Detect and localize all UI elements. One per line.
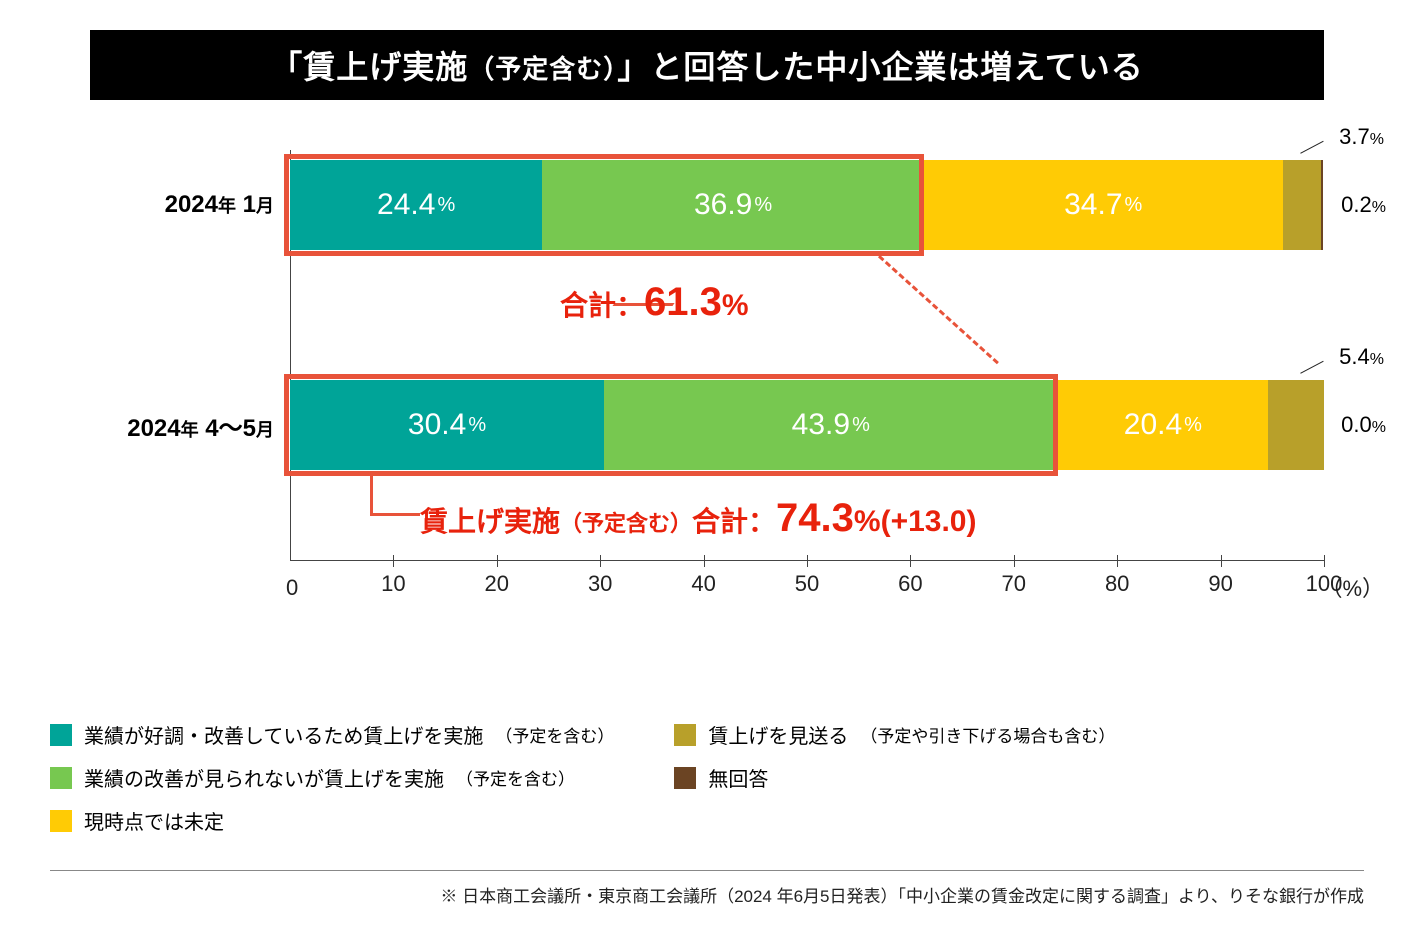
axis-tick-label: 10 <box>381 571 405 597</box>
bar-segment <box>1268 380 1324 470</box>
axis-tick-label: 70 <box>1002 571 1026 597</box>
external-segment-label: 5.4% <box>1339 344 1384 370</box>
bar-segment: 36.9% <box>542 160 924 250</box>
legend-swatch <box>674 724 696 746</box>
legend-label: 業績の改善が見られないが賃上げを実施 <box>84 763 444 792</box>
bar-row-1: 2024年 1月 24.4%36.9%34.7%3.7%0.2% <box>90 160 1324 250</box>
legend-col-1: 業績が好調・改善しているため賃上げを実施（予定を含む）業績の改善が見られないが賃… <box>50 720 614 835</box>
stacked-bar: 24.4%36.9%34.7% <box>290 160 1324 250</box>
axis-tick-label: 60 <box>898 571 922 597</box>
axis-tick <box>704 555 705 567</box>
bar-segment: 43.9% <box>604 380 1057 470</box>
bar-segment <box>1283 160 1321 250</box>
bar-wrap-2: 30.4%43.9%20.4%5.4%0.0% <box>290 380 1324 470</box>
axis-tick <box>600 555 601 567</box>
axis-tick-label: 90 <box>1208 571 1232 597</box>
external-segment-label: 0.2% <box>1341 192 1386 218</box>
axis-tick <box>807 555 808 567</box>
row-label-1: 2024年 1月 <box>90 191 290 219</box>
legend-col-2: 賃上げを見送る （予定や引き下げる場合も含む） 無回答 <box>674 720 1115 835</box>
footer-divider <box>50 870 1364 871</box>
axis-tick-label: 80 <box>1105 571 1129 597</box>
title-post: 」と回答した中小企業は増えている <box>617 49 1143 85</box>
axis-tick <box>1221 555 1222 567</box>
dashed-connector <box>878 255 999 364</box>
bar-segment <box>1321 160 1323 250</box>
axis-tick-label: 40 <box>691 571 715 597</box>
legend-swatch <box>50 724 72 746</box>
callout-2: 賃上げ実施（予定含む）合計：74.3%(+13.0) <box>420 496 976 541</box>
bar-wrap-1: 24.4%36.9%34.7%3.7%0.2% <box>290 160 1324 250</box>
axis-zero: 0 <box>286 575 298 601</box>
footnote: ※ 日本商工会議所・東京商工会議所（2024 年6月5日発表）「中小企業の賃金改… <box>440 882 1364 907</box>
axis-tick <box>497 555 498 567</box>
axis-tick <box>910 555 911 567</box>
chart-area: 2024年 1月 24.4%36.9%34.7%3.7%0.2% 2024年 4… <box>90 150 1324 690</box>
axis-tick-label: 50 <box>795 571 819 597</box>
legend-swatch <box>50 767 72 789</box>
row-label-2: 2024年 4～5月 <box>90 408 290 443</box>
title-pre: 「賃上げ実施 <box>270 49 468 85</box>
callout-line-2 <box>370 476 420 516</box>
title-sub: （予定含む） <box>468 54 617 84</box>
legend-label: 現時点では未定 <box>84 806 224 835</box>
legend-item: 賃上げを見送る （予定や引き下げる場合も含む） <box>674 720 1115 749</box>
bar-segment: 24.4% <box>290 160 542 250</box>
external-segment-label: 0.0% <box>1341 412 1386 438</box>
axis-tick <box>1324 555 1325 567</box>
axis-tick-label: 30 <box>588 571 612 597</box>
axis-tick <box>393 555 394 567</box>
bar-row-2: 2024年 4～5月 30.4%43.9%20.4%5.4%0.0% <box>90 380 1324 470</box>
stacked-bar: 30.4%43.9%20.4% <box>290 380 1324 470</box>
legend-item: 無回答 <box>674 763 1115 792</box>
x-axis: 0 （%） 102030405060708090100 <box>290 560 1324 600</box>
bar-segment: 30.4% <box>290 380 604 470</box>
external-segment-label: 3.7% <box>1339 124 1384 150</box>
bar-segment: 20.4% <box>1058 380 1269 470</box>
legend-label: 業績が好調・改善しているため賃上げを実施 <box>84 720 483 749</box>
axis-tick <box>1117 555 1118 567</box>
legend-swatch <box>674 767 696 789</box>
legend-item: 業績の改善が見られないが賃上げを実施 （予定を含む） <box>50 763 614 792</box>
chart-title: 「賃上げ実施（予定含む）」と回答した中小企業は増えている <box>90 30 1324 100</box>
axis-tick <box>1014 555 1015 567</box>
axis-tick-label: 100 <box>1306 571 1343 597</box>
callout-1: 合計：61.3% <box>560 280 749 325</box>
legend-item: 現時点では未定 <box>50 806 614 835</box>
legend: 業績が好調・改善しているため賃上げを実施（予定を含む）業績の改善が見られないが賃… <box>50 720 1364 835</box>
legend-item: 業績が好調・改善しているため賃上げを実施 （予定を含む） <box>50 720 614 749</box>
legend-label: 賃上げを見送る <box>708 720 848 749</box>
axis-tick-label: 20 <box>485 571 509 597</box>
legend-sublabel: （予定を含む） <box>456 765 575 790</box>
legend-swatch <box>50 810 72 832</box>
legend-sublabel: （予定を含む） <box>495 722 614 747</box>
legend-label: 無回答 <box>708 763 768 792</box>
bar-segment: 34.7% <box>924 160 1283 250</box>
legend-sublabel: （予定や引き下げる場合も含む） <box>860 722 1115 747</box>
